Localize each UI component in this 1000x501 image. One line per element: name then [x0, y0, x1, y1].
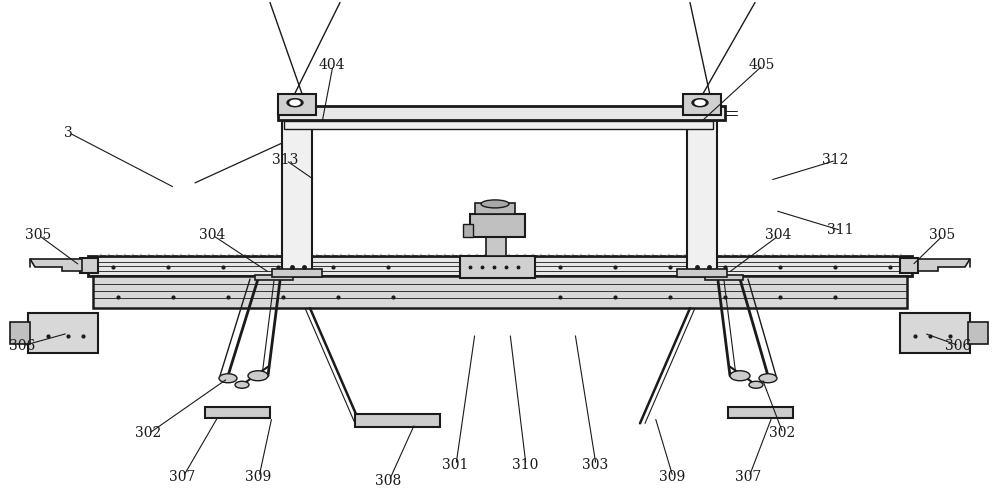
Ellipse shape	[481, 200, 509, 208]
Bar	[278, 106, 725, 120]
Polygon shape	[918, 259, 970, 271]
Circle shape	[695, 100, 705, 105]
Text: 302: 302	[135, 426, 161, 440]
Circle shape	[759, 374, 777, 383]
Text: 306: 306	[9, 339, 35, 353]
Text: 308: 308	[375, 474, 401, 488]
Bar	[677, 269, 727, 277]
Text: 303: 303	[582, 458, 608, 472]
Text: 309: 309	[245, 470, 271, 484]
Bar	[728, 407, 793, 418]
Bar	[475, 203, 515, 214]
Bar	[272, 269, 322, 277]
Text: 307: 307	[735, 470, 761, 484]
Bar	[687, 113, 717, 273]
Bar	[88, 256, 912, 276]
Circle shape	[692, 99, 708, 107]
Text: 301: 301	[442, 458, 468, 472]
Circle shape	[749, 381, 763, 388]
Bar	[683, 94, 721, 115]
Text: 313: 313	[272, 153, 298, 167]
Bar	[470, 214, 525, 237]
Text: 304: 304	[765, 228, 791, 242]
Text: 304: 304	[199, 228, 225, 242]
Text: 305: 305	[929, 228, 955, 242]
Bar	[28, 313, 98, 353]
Circle shape	[290, 100, 300, 105]
Bar	[80, 258, 98, 273]
Text: 312: 312	[822, 153, 848, 167]
Text: 309: 309	[659, 470, 685, 484]
Polygon shape	[30, 259, 82, 271]
Text: 305: 305	[25, 228, 51, 242]
Bar	[968, 322, 988, 344]
Bar	[255, 275, 293, 280]
Bar	[278, 94, 316, 115]
Text: 307: 307	[169, 470, 195, 484]
Text: 404: 404	[319, 58, 345, 72]
Circle shape	[235, 381, 249, 388]
Bar	[282, 113, 312, 273]
Text: 302: 302	[769, 426, 795, 440]
Bar	[284, 121, 713, 129]
Circle shape	[287, 99, 303, 107]
Bar	[460, 256, 535, 278]
Bar	[93, 276, 907, 308]
Bar	[486, 236, 506, 256]
Text: 306: 306	[945, 339, 971, 353]
Bar	[205, 407, 270, 418]
Bar	[900, 313, 970, 353]
Text: 405: 405	[749, 58, 775, 72]
Bar	[705, 275, 743, 280]
Text: 3: 3	[64, 126, 72, 140]
Bar	[355, 414, 440, 427]
Bar	[463, 224, 473, 237]
Bar	[10, 322, 30, 344]
Bar	[900, 258, 918, 273]
Circle shape	[730, 371, 750, 381]
Text: 310: 310	[512, 458, 538, 472]
Circle shape	[248, 371, 268, 381]
Circle shape	[219, 374, 237, 383]
Text: 311: 311	[827, 223, 853, 237]
